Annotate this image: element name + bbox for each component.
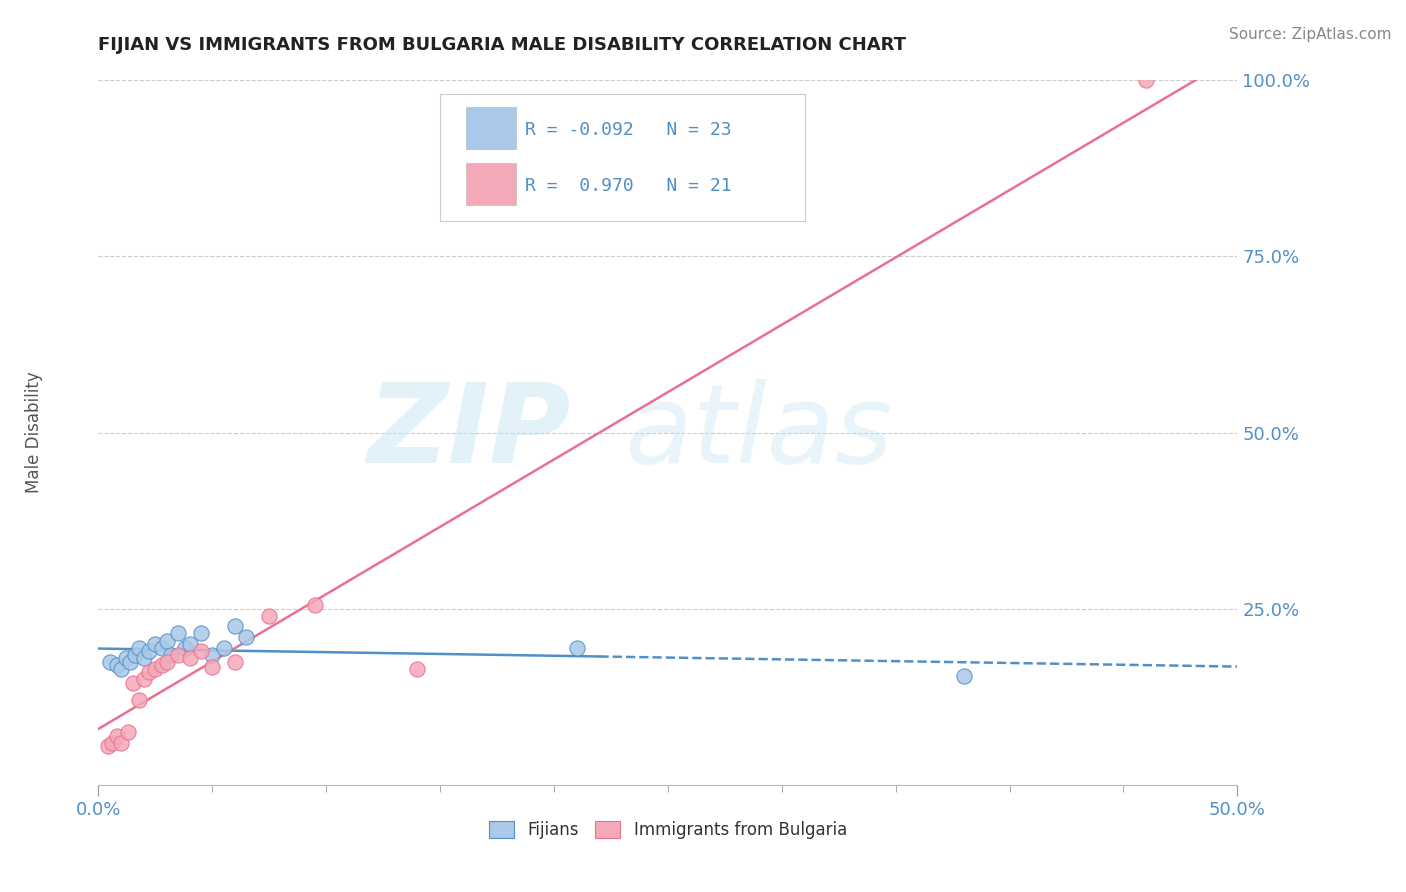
FancyBboxPatch shape [467,107,516,149]
Point [150,640,173,655]
Text: ZIP: ZIP [367,379,571,486]
Point [132,673,155,687]
Point [138,665,160,680]
Point [1135,73,1157,87]
Point [167,648,190,662]
Point [179,637,201,651]
Point [110,736,132,750]
Point [201,648,224,662]
Legend: Fijians, Immigrants from Bulgaria: Fijians, Immigrants from Bulgaria [481,813,855,847]
Point [145,662,167,676]
Text: FIJIAN VS IMMIGRANTS FROM BULGARIA MALE DISABILITY CORRELATION CHART: FIJIAN VS IMMIGRANTS FROM BULGARIA MALE … [98,36,907,54]
Point [304,599,326,613]
Point [224,655,246,669]
Point [179,651,201,665]
Text: Source: ZipAtlas.com: Source: ZipAtlas.com [1229,27,1392,42]
Point [160,648,183,662]
Point [201,659,224,673]
Point [117,725,139,739]
Point [150,658,173,673]
Y-axis label: Male Disability: Male Disability [25,372,42,493]
Point [114,651,136,665]
Point [259,608,281,623]
Point [120,655,142,669]
FancyBboxPatch shape [467,163,516,205]
Text: R =  0.970   N = 21: R = 0.970 N = 21 [526,177,733,195]
Point [212,640,235,655]
Point [105,729,128,743]
Point [145,637,167,651]
Point [128,640,150,655]
Point [156,655,179,669]
Point [953,669,976,683]
Point [235,630,257,644]
Text: R = -0.092   N = 23: R = -0.092 N = 23 [526,120,733,138]
FancyBboxPatch shape [440,95,804,221]
Point [110,662,132,676]
Point [224,619,246,633]
Point [105,658,128,673]
Point [190,644,212,658]
Text: atlas: atlas [624,379,893,486]
Point [132,651,155,665]
Point [190,626,212,640]
Point [101,736,124,750]
Point [565,640,588,655]
Point [406,662,429,676]
Point [121,675,143,690]
Point [128,693,150,707]
Point [124,648,146,662]
Point [98,655,121,669]
Point [156,633,179,648]
Point [167,626,190,640]
Point [138,644,160,658]
Point [96,739,118,754]
Point [174,640,197,655]
